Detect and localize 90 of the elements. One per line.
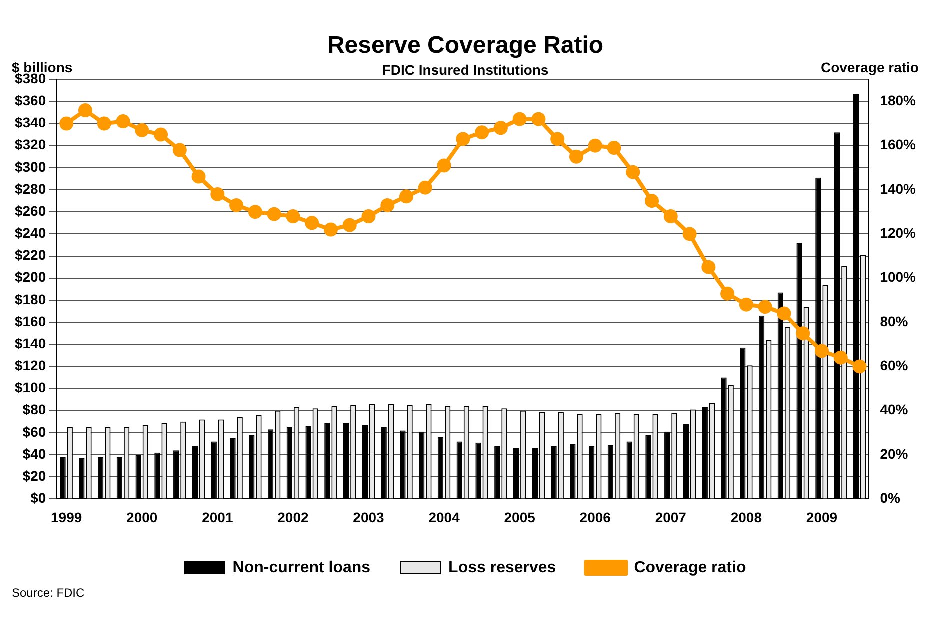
y-tick-label: $240 [14,225,46,242]
point [494,121,508,136]
point [116,114,130,129]
point [532,112,546,126]
legend-label: Loss reserves [448,559,556,576]
point [380,198,395,212]
y2-tick-label: 180% [880,92,917,109]
y-tick-label: $0 [30,490,46,506]
point [418,180,432,195]
point [550,132,565,146]
point [682,227,697,242]
x-tick-label: 2006 [580,509,612,526]
y-tick-label: $340 [14,114,46,131]
y2-tick-label: 60% [880,358,909,374]
point [97,116,112,131]
point [437,158,452,173]
x-tick-label: 2003 [353,509,385,526]
x-tick-label: 2001 [202,509,234,526]
point [60,116,74,131]
point [512,112,527,126]
point [739,298,754,312]
point [78,104,92,118]
x-tick-label: 2008 [730,509,762,526]
point [324,222,338,237]
point [172,143,187,158]
legend-label: Non-current loans [232,559,371,576]
y2-tick-label: 120% [880,225,917,242]
point [192,170,206,184]
y-tick-label: $200 [14,269,46,286]
y-tick-label: $260 [14,202,46,219]
point [569,150,584,164]
y-tick-label: $280 [14,180,46,197]
point [720,286,735,301]
y-tick-label: $360 [14,92,46,109]
y-tick-label: $320 [14,136,46,153]
point [400,190,414,204]
point [456,132,470,146]
y-tick-label: $100 [14,380,46,396]
point [607,141,622,156]
source-note: Source: FDIC [11,586,86,600]
y-tick-label: $180 [14,291,46,308]
y-tick-label: $60 [22,424,46,440]
point [588,138,602,153]
y2-tick-label: 0% [880,490,901,506]
point [230,198,244,212]
y-tick-label: $40 [22,446,46,462]
point [475,126,490,140]
y-tick-label: $20 [22,468,46,484]
x-tick-label: 2004 [428,509,460,526]
y2-axis-title: Coverage ratio [820,59,919,76]
point [758,300,772,314]
chart-subtitle: FDIC Insured Institutions [382,62,549,78]
y2-tick-label: 100% [880,269,917,286]
point [362,210,376,224]
point [135,123,150,138]
point [154,128,168,142]
x-tick-label: 2002 [278,509,309,526]
y2-tick-label: 80% [880,313,909,330]
x-tick-label: 2005 [504,509,536,526]
point [834,350,848,365]
point [814,344,829,358]
x-tick-label: 2007 [655,509,687,526]
point [852,360,867,374]
point [664,210,678,224]
point [305,216,320,230]
y2-tick-label: 140% [880,180,917,197]
point [286,210,300,224]
y2-tick-label: 40% [880,402,909,418]
point [702,260,716,274]
x-tick-label: 2009 [806,509,838,526]
chart-title: Reserve Coverage Ratio [327,32,604,60]
point [248,205,262,220]
y-tick-label: $120 [14,358,46,374]
y-tick-label: $140 [14,335,46,352]
y-tick-label: $80 [22,402,46,418]
point [796,326,810,341]
point [626,165,640,180]
point [645,194,660,208]
y2-tick-label: 20% [880,446,909,462]
point [777,306,792,321]
point [267,207,282,222]
y2-tick-label: 160% [880,136,917,153]
legend-label: Coverage ratio [634,559,746,576]
y-tick-label: $220 [14,247,46,264]
point [210,187,225,202]
point [342,218,357,232]
x-tick-label: 2000 [126,509,158,526]
x-tick-label: 1999 [51,509,82,526]
y-tick-label: $160 [14,313,46,330]
y-tick-label: $300 [14,158,46,175]
